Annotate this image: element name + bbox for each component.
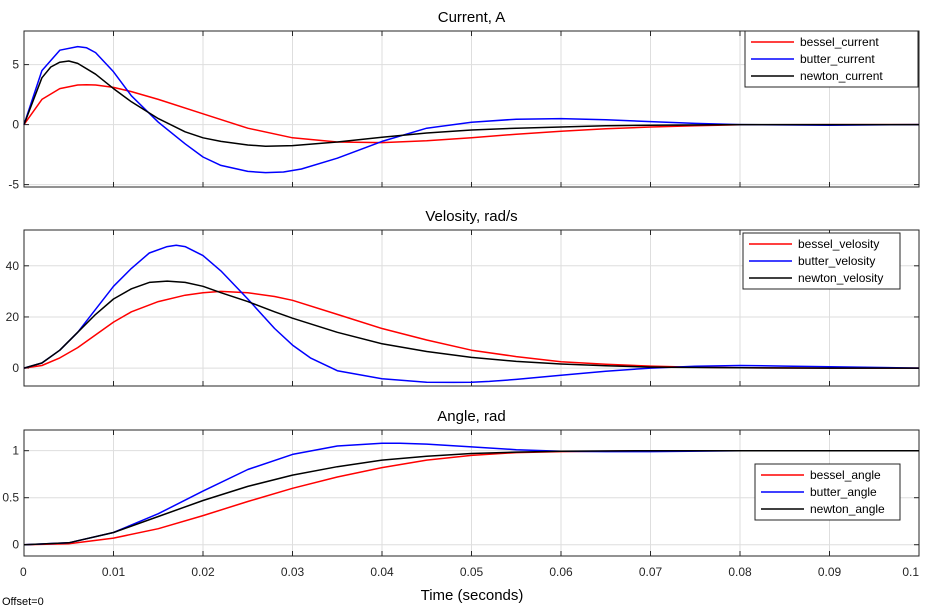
legend-label-butter_velosity: butter_velosity: [798, 254, 875, 268]
y-tick-label: 40: [6, 259, 20, 273]
series-line-butter_angle: [23, 442, 919, 546]
series-line-newton_angle: [23, 449, 919, 546]
plot-panels: -5 0 5 Current, A bessel_current butter_curre…: [2, 9, 920, 579]
y-tick-label: 20: [6, 310, 20, 324]
series-line-butter_current: [23, 45, 920, 174]
x-tick-label: 0.06: [549, 565, 573, 579]
y-tick-label: -5: [8, 178, 19, 192]
series-line-butter_velosity: [23, 244, 920, 384]
chart-panel-1: -5 0 5 Current, A bessel_current butter_curre…: [8, 9, 920, 192]
legend: bessel_current butter_current newton_curre…: [744, 30, 919, 88]
x-tick-label: 0.05: [460, 565, 484, 579]
x-tick-label: 0: [20, 565, 27, 579]
y-tick-label: 5: [12, 58, 19, 72]
x-tick-label: 0.01: [102, 565, 126, 579]
y-tick-label: 0: [12, 361, 19, 375]
y-tick-label: 0: [12, 118, 19, 132]
y-tick-label: 0: [12, 538, 19, 552]
series-line-newton_current: [23, 60, 919, 147]
y-tick-label: 0.5: [2, 491, 19, 505]
x-tick-label: 0.09: [818, 565, 842, 579]
offset-text: Offset=0: [2, 596, 44, 608]
y-tick-label: 1: [12, 444, 19, 458]
legend-label-bessel_angle: bessel_angle: [810, 468, 881, 482]
legend-label-bessel_current: bessel_current: [800, 35, 879, 49]
legend-label-newton_angle: newton_angle: [810, 502, 885, 516]
chart-panel-2: 0 20 40 Velosity, rad/s bessel_velositybutte…: [6, 208, 920, 387]
legend: bessel_velosity butter_velosity newton_vel…: [742, 232, 901, 290]
legend-label-butter_angle: butter_angle: [810, 485, 877, 499]
legend-box: [754, 463, 901, 521]
series-line-newton_velosity: [23, 280, 919, 369]
chart-title: Velosity, rad/s: [425, 208, 517, 225]
series-line-bessel_velosity: [23, 290, 919, 369]
chart-title: Angle, rad: [437, 408, 505, 425]
chart-title: Current, A: [438, 9, 506, 26]
x-tick-label: 0.03: [281, 565, 305, 579]
x-tick-label: 0.04: [370, 565, 394, 579]
legend: bessel_angle butter_angle newton_angle: [754, 463, 901, 521]
legend-label-newton_velosity: newton_velosity: [798, 271, 883, 285]
x-tick-label: 0.1: [902, 565, 919, 579]
legend-label-butter_current: butter_current: [800, 52, 875, 66]
x-axis-label: Time (seconds): [421, 587, 524, 604]
chart-panel-3: 0 0.5 1 0 0.01 0.02 0.03 0.04 0.05 0.06 0.07 0.08 0.…: [2, 408, 920, 579]
legend-label-bessel_velosity: bessel_velosity: [798, 237, 879, 251]
legend-label-newton_current: newton_current: [800, 69, 883, 83]
x-tick-label: 0.07: [639, 565, 663, 579]
series-line-bessel_current: [23, 84, 919, 144]
x-tick-label: 0.08: [728, 565, 752, 579]
x-tick-label: 0.02: [191, 565, 215, 579]
